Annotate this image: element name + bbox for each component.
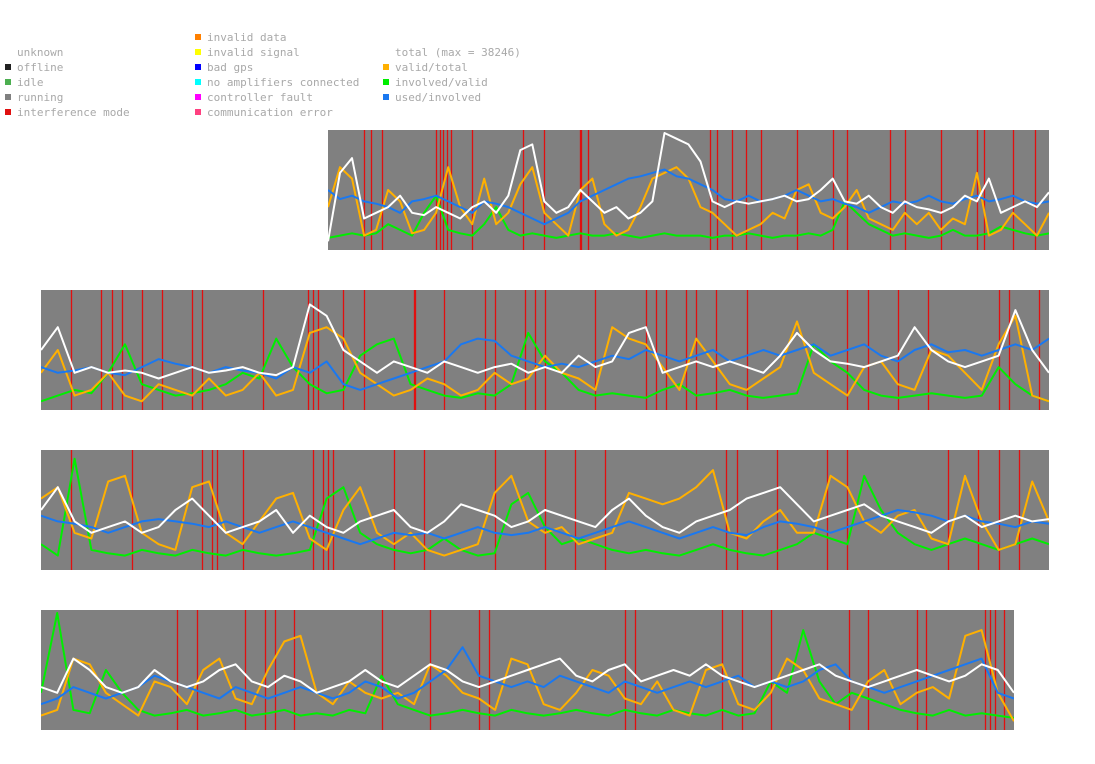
legend-label: no amplifiers connected bbox=[207, 76, 360, 89]
legend-label: offline bbox=[17, 61, 64, 74]
swatch-invalid-data bbox=[195, 34, 201, 40]
series-line-used-involved bbox=[328, 168, 1049, 226]
legend-label: valid/total bbox=[395, 61, 468, 74]
legend-label: unknown bbox=[17, 46, 64, 59]
legend-label: controller fault bbox=[207, 91, 313, 104]
swatch-controller-fault bbox=[195, 94, 201, 100]
chart-panel-3 bbox=[41, 450, 1049, 570]
legend-label: invalid data bbox=[207, 31, 287, 44]
series-line-total bbox=[41, 657, 1014, 694]
series-line-involved-valid bbox=[41, 331, 1049, 403]
chart-panel-4 bbox=[41, 610, 1014, 730]
series-line-total bbox=[41, 486, 1049, 534]
swatch-bad-gps bbox=[195, 64, 201, 70]
swatch-involved-valid bbox=[383, 79, 389, 85]
chart-panel-4-svg bbox=[41, 610, 1014, 730]
legend-label: interference mode bbox=[17, 106, 130, 119]
chart-panel-1-svg bbox=[328, 130, 1049, 250]
legend-label: communication error bbox=[207, 106, 333, 119]
series-line-valid-total bbox=[41, 629, 1014, 722]
chart-panel-2-svg bbox=[41, 290, 1049, 410]
swatch-used-involved bbox=[383, 94, 389, 100]
swatch-interference-mode bbox=[5, 109, 11, 115]
swatch-running bbox=[5, 94, 11, 100]
legend-label: running bbox=[17, 91, 64, 104]
chart-panel-2 bbox=[41, 290, 1049, 410]
legend-label: involved/valid bbox=[395, 76, 488, 89]
series-line-involved-valid bbox=[41, 612, 1014, 719]
legend-label: idle bbox=[17, 76, 44, 89]
chart-panel-3-svg bbox=[41, 450, 1049, 570]
swatch-valid-total bbox=[383, 64, 389, 70]
swatch-invalid-signal bbox=[195, 49, 201, 55]
series-line-involved-valid bbox=[328, 194, 1049, 239]
series-line-valid-total bbox=[41, 469, 1049, 557]
legend-label: total (max = 38246) bbox=[395, 46, 521, 59]
swatch-unknown bbox=[5, 49, 11, 55]
series-line-total bbox=[328, 132, 1049, 242]
swatch-communication-error bbox=[195, 109, 201, 115]
series-line-total bbox=[41, 303, 1049, 380]
swatch-idle bbox=[5, 79, 11, 85]
legend-label: bad gps bbox=[207, 61, 254, 74]
swatch-no-amplifiers bbox=[195, 79, 201, 85]
swatch-total bbox=[383, 49, 389, 55]
swatch-offline bbox=[5, 64, 11, 70]
legend-label: invalid signal bbox=[207, 46, 300, 59]
chart-panel-1 bbox=[328, 130, 1049, 250]
legend-label: used/involved bbox=[395, 91, 482, 104]
